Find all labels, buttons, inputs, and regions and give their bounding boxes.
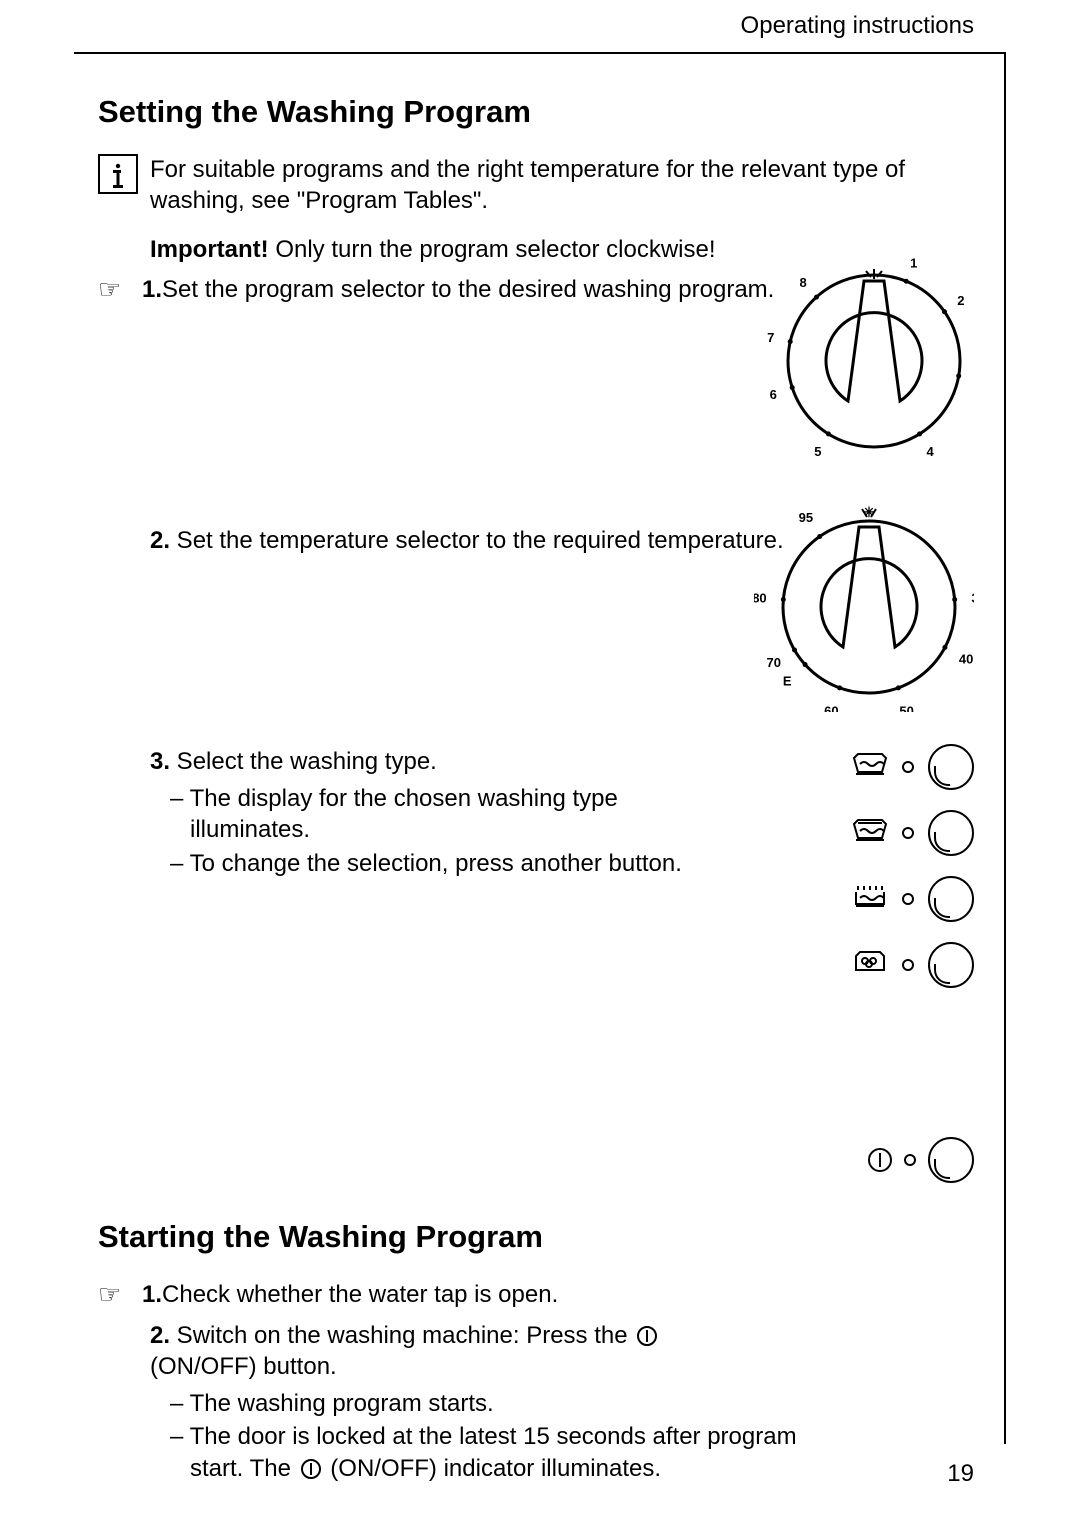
svg-text:80: 80 <box>754 590 767 605</box>
section-2: Starting the Washing Program ☞ 1.Check w… <box>98 1219 974 1484</box>
wash-button[interactable] <box>928 744 974 790</box>
section-title-setting: Setting the Washing Program <box>98 94 974 130</box>
wash-easycare-icon <box>852 818 888 849</box>
svg-text:40: 40 <box>959 652 973 667</box>
s2-step-2-sub2: – The door is locked at the latest 15 se… <box>170 1421 810 1483</box>
wash-btn-row-2 <box>802 810 974 856</box>
step-1-text: Set the program selector to the desired … <box>162 276 774 303</box>
svg-text:8: 8 <box>799 275 806 290</box>
wash-button[interactable] <box>928 810 974 856</box>
step-3-sub2: – To change the selection, press another… <box>170 848 698 879</box>
svg-text:E: E <box>783 674 792 689</box>
step-3-num: 3. <box>150 748 170 775</box>
wash-cotton-icon <box>852 752 888 783</box>
led-indicator <box>902 827 914 839</box>
s2-step-2: 2. Switch on the washing machine: Press … <box>150 1320 750 1382</box>
svg-text:6: 6 <box>770 387 777 402</box>
s2-step-1-text: Check whether the water tap is open. <box>162 1281 558 1308</box>
led-indicator <box>902 761 914 773</box>
wash-btn-row-3 <box>802 876 974 922</box>
step-3: 3. Select the washing type. <box>150 746 698 777</box>
svg-text:5: 5 <box>814 444 821 456</box>
onoff-inline-icon <box>301 1459 321 1479</box>
step-3-block: 3. Select the washing type. – The displa… <box>98 746 698 879</box>
onoff-panel <box>868 1137 974 1183</box>
led-indicator <box>904 1154 916 1166</box>
header-label: Operating instructions <box>741 12 974 40</box>
svg-text:60: 60 <box>824 703 838 712</box>
svg-text:30: 30 <box>971 590 974 605</box>
page-frame: Operating instructions Setting the Washi… <box>74 52 1006 1444</box>
page-number: 19 <box>947 1460 974 1488</box>
wash-btn-row-1 <box>802 744 974 790</box>
s2-step-2-sub1: – The washing program starts. <box>170 1388 810 1419</box>
program-dial-diagram: 12345678 <box>754 256 974 456</box>
svg-text:2: 2 <box>957 293 964 308</box>
svg-text:70: 70 <box>767 655 781 670</box>
s2-step-2-text-a: Switch on the washing machine: Press the <box>170 1322 634 1349</box>
step-3-sub1: – The display for the chosen washing typ… <box>170 783 698 845</box>
wash-button[interactable] <box>928 942 974 988</box>
onoff-button[interactable] <box>928 1137 974 1183</box>
info-icon <box>98 154 138 194</box>
wash-delicate-icon <box>852 884 888 915</box>
wash-btn-row-4 <box>802 942 974 988</box>
hand-pointer-icon: ☞ <box>98 274 142 302</box>
important-text: Only turn the program selector clockwise… <box>269 236 716 263</box>
svg-text:4: 4 <box>927 444 935 456</box>
step-3-text: Select the washing type. <box>170 748 437 775</box>
led-indicator <box>902 959 914 971</box>
svg-text:95: 95 <box>799 510 813 525</box>
step-2-text: Set the temperature selector to the requ… <box>170 527 784 554</box>
svg-text:7: 7 <box>767 330 774 345</box>
intro-block: For suitable programs and the right temp… <box>98 154 974 216</box>
wash-wool-icon <box>852 950 888 981</box>
hand-pointer-icon: ☞ <box>98 1279 142 1307</box>
onoff-inline-icon <box>637 1326 657 1346</box>
s2-step-2-text-b: (ON/OFF) button. <box>150 1353 337 1380</box>
svg-text:1: 1 <box>910 256 917 271</box>
temperature-dial-diagram: 95 80 70E 60 50 40 30 ✳ <box>754 492 974 712</box>
s2-step-2-num: 2. <box>150 1322 170 1349</box>
intro-text: For suitable programs and the right temp… <box>150 154 974 216</box>
s2-step-1-num: 1. <box>142 1281 162 1308</box>
svg-text:✳: ✳ <box>863 504 875 520</box>
wash-type-buttons <box>802 744 974 1008</box>
s2-step-1: ☞ 1.Check whether the water tap is open. <box>98 1279 974 1310</box>
onoff-icon <box>868 1148 892 1172</box>
led-indicator <box>902 893 914 905</box>
s2-step-1-body: 1.Check whether the water tap is open. <box>142 1279 974 1310</box>
important-label: Important! <box>150 236 269 263</box>
svg-text:50: 50 <box>899 703 913 712</box>
step-2-num: 2. <box>150 527 170 554</box>
s2-step-2-sub2-b: (ON/OFF) indicator illuminates. <box>324 1455 661 1482</box>
step-1-num: 1. <box>142 276 162 303</box>
section-title-starting: Starting the Washing Program <box>98 1219 974 1255</box>
wash-button[interactable] <box>928 876 974 922</box>
